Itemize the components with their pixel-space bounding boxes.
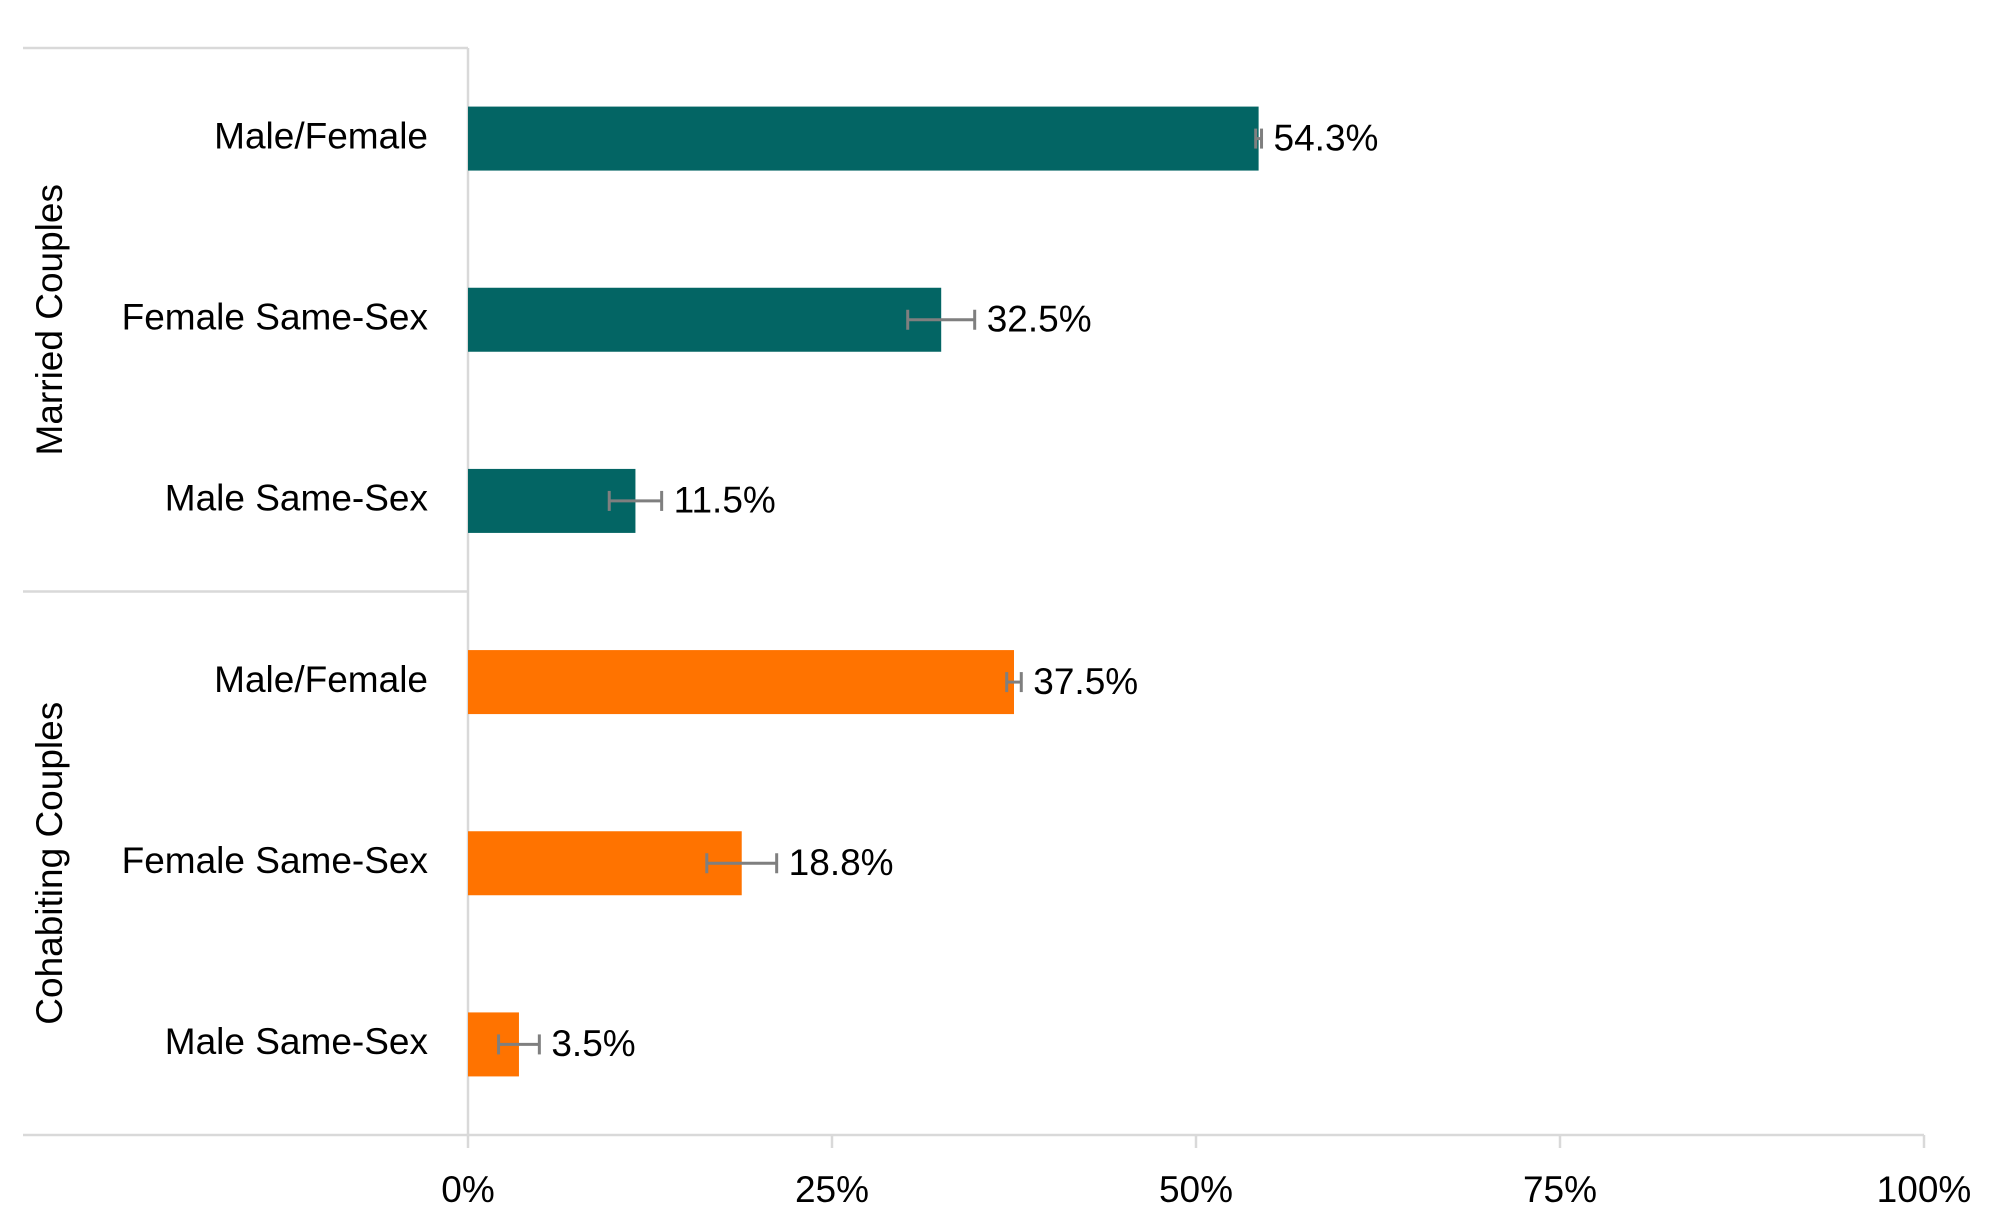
- category-label: Male/Female: [214, 115, 428, 156]
- value-label: 11.5%: [674, 480, 776, 521]
- value-label: 54.3%: [1274, 117, 1379, 158]
- error-bar: [906, 309, 977, 330]
- bar: [468, 106, 1259, 171]
- x-tick-label: 75%: [1523, 1169, 1597, 1210]
- value-label: 3.5%: [551, 1023, 635, 1064]
- value-label: 32.5%: [987, 299, 1092, 340]
- bar: [468, 650, 1014, 715]
- category-label: Male Same-Sex: [165, 1021, 429, 1062]
- bar: [468, 831, 742, 896]
- group-label: Cohabiting Couples: [29, 702, 70, 1025]
- error-bar: [1005, 672, 1023, 693]
- bar: [468, 287, 942, 352]
- error-bar: [705, 853, 779, 874]
- error-bar: [1254, 128, 1264, 149]
- value-label: 18.8%: [789, 842, 894, 883]
- value-label: 37.5%: [1033, 661, 1138, 702]
- group-label: Married Couples: [29, 184, 70, 455]
- x-tick-label: 25%: [795, 1169, 869, 1210]
- x-tick-label: 50%: [1159, 1169, 1233, 1210]
- bar: [468, 468, 636, 533]
- category-label: Female Same-Sex: [122, 297, 429, 338]
- error-bar: [497, 1034, 541, 1055]
- x-tick-label: 100%: [1877, 1169, 1972, 1210]
- x-tick-label: 0%: [441, 1169, 494, 1210]
- error-bar: [607, 490, 664, 511]
- category-label: Female Same-Sex: [122, 840, 429, 881]
- category-label: Male Same-Sex: [165, 478, 429, 519]
- category-label: Male/Female: [214, 659, 428, 700]
